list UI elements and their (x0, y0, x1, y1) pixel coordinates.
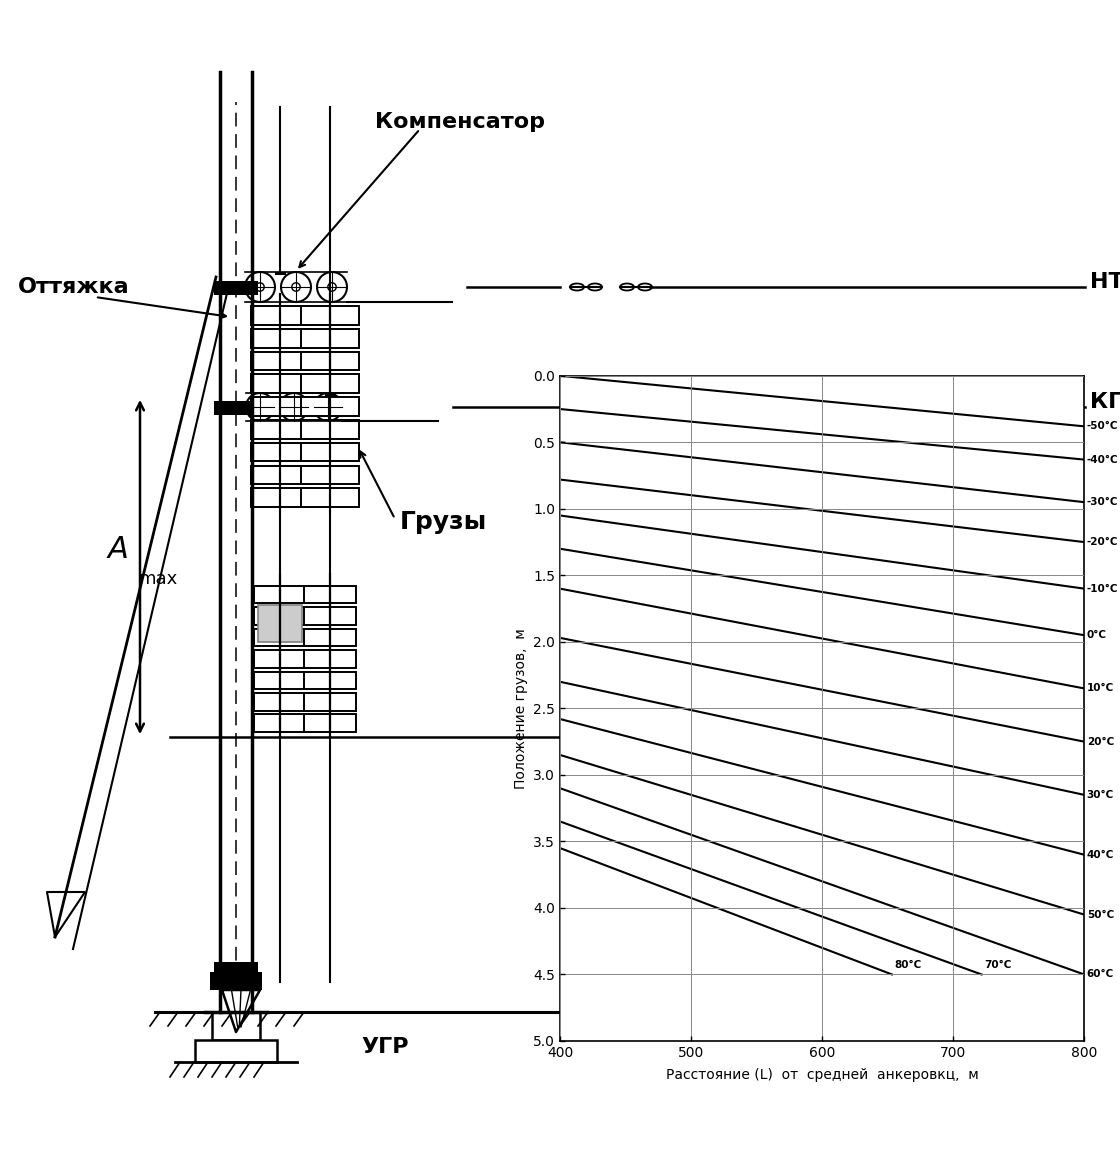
X-axis label: Расстояние (L)  от  средней  анкеровкц,  м: Расстояние (L) от средней анкеровкц, м (665, 1068, 979, 1082)
Ellipse shape (570, 284, 584, 291)
Text: 0°C: 0°C (1086, 630, 1107, 641)
Bar (212, 1012, 260, 1040)
Bar (301, 488, 360, 506)
Bar (304, 629, 356, 647)
Ellipse shape (588, 404, 603, 411)
Text: -10°C: -10°C (1086, 584, 1118, 594)
Bar (254, 586, 306, 603)
Bar (254, 693, 306, 711)
Text: Оттяжка: Оттяжка (18, 277, 130, 296)
Y-axis label: Положение грузов,  м: Положение грузов, м (514, 628, 528, 789)
Text: 40°C: 40°C (1086, 850, 1114, 860)
Bar (304, 714, 356, 732)
Bar (254, 607, 306, 624)
Bar (258, 605, 302, 642)
Bar (251, 488, 309, 506)
Text: -50°C: -50°C (1086, 421, 1118, 432)
Text: НT: НT (1090, 272, 1120, 292)
Bar (304, 693, 356, 711)
Text: 70°C: 70°C (984, 960, 1011, 971)
Bar (251, 420, 309, 439)
Bar (301, 420, 360, 439)
Bar (195, 1040, 277, 1062)
Bar (254, 650, 306, 668)
Text: -30°C: -30°C (1086, 497, 1118, 508)
Bar (251, 351, 309, 370)
Bar (301, 306, 360, 324)
Bar (304, 607, 356, 624)
Bar (301, 375, 360, 393)
Text: УГР: УГР (362, 1037, 409, 1057)
Bar (251, 397, 309, 415)
Bar (304, 671, 356, 690)
Text: A: A (108, 534, 129, 564)
Ellipse shape (620, 284, 634, 291)
Bar (251, 306, 309, 324)
Bar (254, 714, 306, 732)
Ellipse shape (620, 404, 634, 411)
Text: КП: КП (1090, 392, 1120, 412)
Ellipse shape (638, 404, 652, 411)
Text: max: max (138, 569, 177, 588)
Bar (211, 972, 262, 990)
Text: -40°C: -40°C (1086, 455, 1119, 464)
Ellipse shape (588, 284, 603, 291)
Text: -20°C: -20°C (1086, 537, 1118, 547)
Bar (301, 329, 360, 348)
Bar (251, 466, 309, 484)
Bar (301, 442, 360, 461)
Text: 60°C: 60°C (1086, 970, 1114, 979)
Bar (251, 442, 309, 461)
Text: 10°C: 10°C (1086, 684, 1114, 693)
Bar (251, 375, 309, 393)
Text: 80°C: 80°C (895, 960, 922, 971)
Bar (301, 466, 360, 484)
Bar (214, 281, 258, 295)
Ellipse shape (570, 404, 584, 411)
Bar (214, 962, 258, 972)
Text: Компенсатор: Компенсатор (375, 112, 545, 132)
Text: 30°C: 30°C (1086, 790, 1114, 799)
Text: 20°C: 20°C (1086, 736, 1114, 747)
Bar (254, 629, 306, 647)
Text: 50°C: 50°C (1086, 909, 1114, 920)
Text: Грузы: Грузы (400, 510, 487, 534)
Bar (301, 397, 360, 415)
Bar (251, 329, 309, 348)
Bar (304, 650, 356, 668)
Bar (254, 671, 306, 690)
Bar (304, 586, 356, 603)
Bar (301, 351, 360, 370)
Bar (214, 401, 258, 415)
Ellipse shape (638, 284, 652, 291)
